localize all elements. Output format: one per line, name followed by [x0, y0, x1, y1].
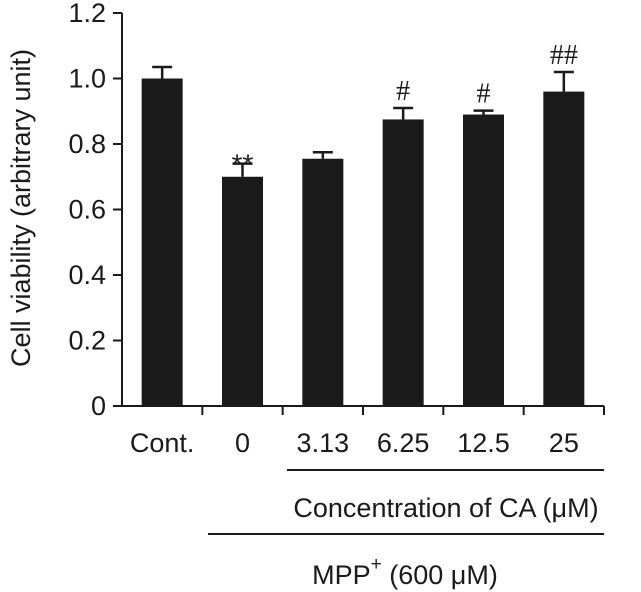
axes — [121, 13, 605, 415]
x-category-label: 25 — [549, 428, 579, 458]
x-category-label: 12.5 — [457, 428, 510, 458]
bar — [141, 78, 183, 406]
bar — [543, 91, 585, 406]
bar — [382, 119, 424, 406]
significance-marker: ** — [232, 149, 254, 180]
significance-marker: # — [396, 76, 410, 107]
mpp-superscript: + — [371, 554, 382, 575]
y-tick-label: 0.6 — [68, 195, 106, 225]
x-category-labels: Cont. 0 3.13 6.25 12.5 25 — [130, 428, 579, 458]
y-tick-label: 0 — [91, 391, 106, 421]
mpp-label: MPP+ (600 μM) — [312, 554, 498, 590]
y-ticks: 0 0.2 0.4 0.6 0.8 1.0 1.2 — [68, 0, 122, 421]
significance-markers: **# ### — [232, 40, 578, 180]
y-axis-label: Cell viability (arbitrary unit) — [6, 49, 36, 367]
significance-marker: ## — [550, 40, 578, 71]
x-category-label: 0 — [235, 428, 250, 458]
x-category-label: 3.13 — [297, 428, 350, 458]
mpp-rest: (600 μM) — [382, 560, 498, 590]
bar — [463, 114, 504, 407]
concentration-label: Concentration of CA (μM) — [293, 493, 598, 523]
bar — [302, 158, 344, 406]
y-tick-label: 0.4 — [68, 260, 106, 290]
y-tick-label: 0.8 — [68, 129, 106, 159]
x-category-label: 6.25 — [377, 428, 430, 458]
bars — [141, 65, 585, 407]
significance-marker: # — [477, 79, 491, 110]
bar — [222, 176, 263, 406]
x-category-label: Cont. — [130, 428, 195, 458]
mpp-base: MPP — [312, 560, 371, 590]
y-tick-label: 1.2 — [68, 0, 106, 28]
y-tick-label: 1.0 — [68, 64, 106, 94]
y-tick-label: 0.2 — [68, 326, 106, 356]
